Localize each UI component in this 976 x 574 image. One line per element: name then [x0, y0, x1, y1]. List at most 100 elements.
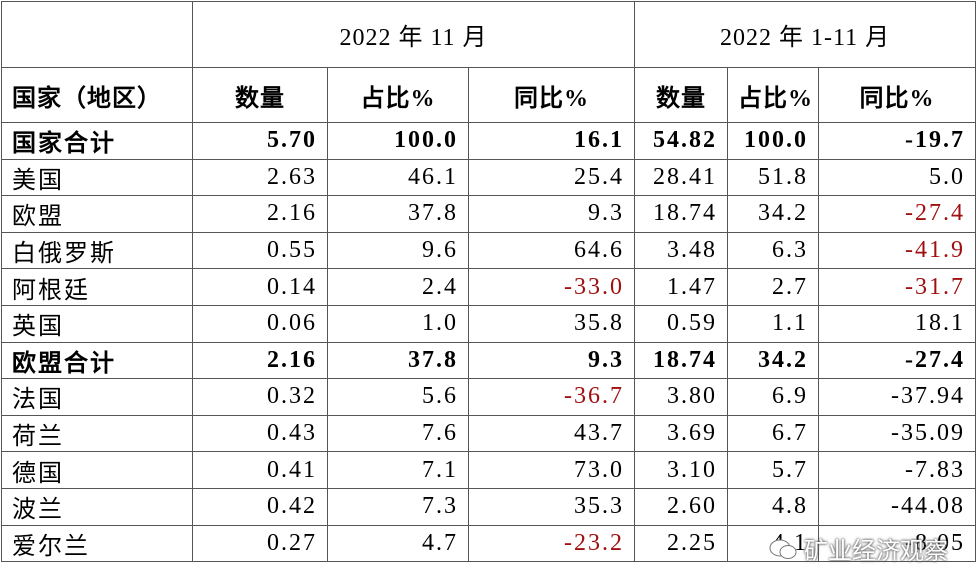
- value-cell: 34.2: [727, 341, 820, 380]
- table-row: 法国 0.32 5.6 -36.7 3.80 6.9 -37.94: [1, 378, 976, 416]
- watermark-text: 矿业经济观察: [804, 537, 948, 565]
- region-cell: 阿根廷: [1, 268, 193, 306]
- region-cell: 美国: [1, 158, 193, 197]
- region-cell: 德国: [1, 451, 193, 489]
- header-cell: 2022 年 11 月: [191, 1, 636, 68]
- value-cell: 7.6: [327, 414, 469, 453]
- table-row: 阿根廷 0.14 2.4 -33.0 1.47 2.7 -31.7: [1, 268, 976, 306]
- value-cell: 9.3: [467, 195, 636, 233]
- value-cell: 18.74: [634, 195, 729, 233]
- value-cell: 2.16: [192, 195, 328, 233]
- value-cell: 3.48: [634, 231, 729, 270]
- value-cell: 0.43: [192, 414, 328, 453]
- watermark: 矿业经济观察: [768, 531, 948, 566]
- value-cell: 5.0: [818, 158, 976, 197]
- table-row: 德国 0.41 7.1 73.0 3.10 5.7 -7.83: [1, 451, 976, 489]
- value-cell: -7.83: [818, 451, 976, 489]
- table-row: 欧盟 2.16 37.8 9.3 18.74 34.2 -27.4: [1, 195, 976, 233]
- value-cell: 35.3: [467, 487, 636, 526]
- table-row: 美国 2.63 46.1 25.4 28.41 51.8 5.0: [1, 158, 976, 197]
- value-cell: 43.7: [467, 414, 636, 453]
- header-cell: 同比%: [467, 67, 636, 123]
- region-cell: 荷兰: [1, 414, 193, 453]
- table-row: 欧盟合计 2.16 37.8 9.3 18.74 34.2 -27.4: [1, 341, 976, 380]
- region-cell: 波兰: [1, 487, 193, 526]
- value-cell: 0.27: [192, 524, 328, 563]
- table-body: 2022 年 11 月 2022 年 1-11 月国家（地区） 数量 占比% 同比% 数量…: [1, 1, 976, 563]
- region-cell: 国家合计: [1, 122, 193, 160]
- table-row: 国家合计 5.70 100.0 16.1 54.82 100.0 -19.7: [1, 122, 976, 160]
- table-row: 爱尔兰 0.27 4.7 -23.2 2.25 4.1 -8.05: [1, 524, 976, 563]
- region-cell: 欧盟: [1, 195, 193, 233]
- region-cell: 爱尔兰: [1, 524, 193, 563]
- value-cell: -41.9: [818, 231, 976, 270]
- value-cell: 6.7: [727, 414, 820, 453]
- value-cell: -37.94: [818, 378, 976, 416]
- value-cell: -27.4: [818, 195, 976, 233]
- watermark-icon: [769, 539, 797, 559]
- value-cell: 3.10: [634, 451, 729, 489]
- header-cell: 2022 年 1-11 月: [634, 1, 976, 68]
- value-cell: 5.6: [327, 378, 469, 416]
- header-cell: [1, 1, 193, 68]
- value-cell: 9.6: [327, 231, 469, 270]
- value-cell: 1.1: [727, 304, 820, 343]
- value-cell: 0.42: [192, 487, 328, 526]
- value-cell: 100.0: [327, 122, 469, 160]
- value-cell: 2.63: [192, 158, 328, 197]
- value-cell: 25.4: [467, 158, 636, 197]
- header-cell: 数量: [192, 67, 328, 123]
- value-cell: 18.74: [634, 341, 729, 380]
- value-cell: 1.47: [634, 268, 729, 306]
- value-cell: 64.6: [467, 231, 636, 270]
- table-row: 波兰 0.42 7.3 35.3 2.60 4.8 -44.08: [1, 487, 976, 526]
- value-cell: 73.0: [467, 451, 636, 489]
- value-cell: 0.14: [192, 268, 328, 306]
- value-cell: -31.7: [818, 268, 976, 306]
- header-cell: 国家（地区）: [1, 67, 193, 123]
- value-cell: 6.9: [727, 378, 820, 416]
- header-cell: 同比%: [818, 67, 976, 123]
- value-cell: 4.8: [727, 487, 820, 526]
- value-cell: 5.7: [727, 451, 820, 489]
- value-cell: 54.82: [634, 122, 729, 160]
- header-cell: 占比%: [727, 67, 820, 123]
- value-cell: 35.8: [467, 304, 636, 343]
- value-cell: 6.3: [727, 231, 820, 270]
- region-cell: 法国: [1, 378, 193, 416]
- value-cell: 1.0: [327, 304, 469, 343]
- value-cell: 7.1: [327, 451, 469, 489]
- value-cell: -36.7: [467, 378, 636, 416]
- table-row: 英国 0.06 1.0 35.8 0.59 1.1 18.1: [1, 304, 976, 343]
- header-cell: 占比%: [327, 67, 469, 123]
- header-row: 国家（地区） 数量 占比% 同比% 数量 占比% 同比%: [1, 67, 976, 123]
- value-cell: 7.3: [327, 487, 469, 526]
- value-cell: 9.3: [467, 341, 636, 380]
- value-cell: 2.60: [634, 487, 729, 526]
- value-cell: 0.32: [192, 378, 328, 416]
- value-cell: 0.59: [634, 304, 729, 343]
- value-cell: 46.1: [327, 158, 469, 197]
- value-cell: 2.4: [327, 268, 469, 306]
- value-cell: 28.41: [634, 158, 729, 197]
- header-row: 2022 年 11 月 2022 年 1-11 月: [1, 1, 976, 68]
- region-cell: 英国: [1, 304, 193, 343]
- header-cell: 数量: [634, 67, 729, 123]
- value-cell: 5.70: [192, 122, 328, 160]
- value-cell: 37.8: [327, 195, 469, 233]
- value-cell: 51.8: [727, 158, 820, 197]
- value-cell: 0.41: [192, 451, 328, 489]
- value-cell: 100.0: [727, 122, 820, 160]
- value-cell: -27.4: [818, 341, 976, 380]
- value-cell: 2.16: [192, 341, 328, 380]
- value-cell: -19.7: [818, 122, 976, 160]
- value-cell: 2.25: [634, 524, 729, 563]
- value-cell: 0.55: [192, 231, 328, 270]
- value-cell: -8.05: [818, 524, 976, 563]
- region-cell: 白俄罗斯: [1, 231, 193, 270]
- table-row: 荷兰 0.43 7.6 43.7 3.69 6.7 -35.09: [1, 414, 976, 453]
- value-cell: 2.7: [727, 268, 820, 306]
- value-cell: 18.1: [818, 304, 976, 343]
- table-row: 白俄罗斯 0.55 9.6 64.6 3.48 6.3 -41.9: [1, 231, 976, 270]
